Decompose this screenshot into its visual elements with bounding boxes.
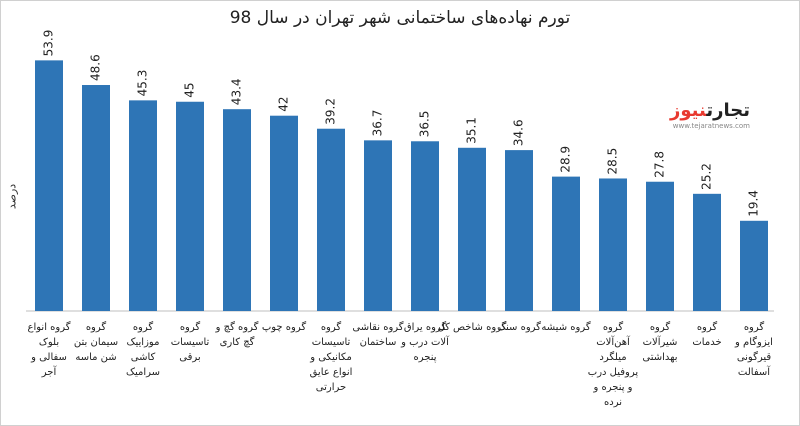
category-label: گروه تاسیسات مکانیکی و انواع عایق حرارتی	[309, 321, 352, 393]
category-label: گروه سیمان بتن شن ماسه	[74, 321, 118, 363]
category-label: گروه شیشه	[541, 321, 590, 333]
bar	[505, 150, 533, 311]
category-label: گروه سنگ	[497, 321, 541, 333]
brand-logo: تجارتنیوز www.tejaratnews.com	[650, 100, 750, 130]
category-label: گروه شاخص کل	[438, 321, 507, 333]
bar	[599, 178, 627, 311]
data-label: 34.6	[512, 119, 526, 146]
bar	[317, 128, 345, 311]
data-label: 35.1	[465, 117, 479, 144]
chart-title: تورم نهاده‌های ساختمانی شهر تهران در سال…	[229, 8, 571, 28]
data-label: 27.8	[653, 151, 667, 178]
category-label: گروه چوپ	[262, 321, 307, 333]
bar	[35, 60, 63, 311]
data-label: 19.4	[747, 190, 761, 217]
bar	[223, 109, 251, 311]
bar	[458, 147, 486, 311]
category-label: گروه تاسیسات برقی	[171, 321, 210, 363]
category-label: گروه گچ و گچ کاری	[215, 321, 259, 348]
category-label: گروه موزاییک کاشی سرامیک	[126, 321, 160, 378]
data-label: 45	[183, 82, 197, 97]
bar	[270, 115, 298, 311]
bar	[129, 100, 157, 311]
category-label: گروه ایزوگام و قیرگونی آسفالت	[734, 321, 773, 378]
data-label: 28.9	[559, 146, 573, 173]
bar	[646, 181, 674, 311]
logo-text: تجارتنیوز	[650, 100, 750, 121]
bar	[740, 220, 768, 311]
bar	[176, 101, 204, 311]
bar	[552, 176, 580, 311]
bar	[82, 85, 110, 311]
bar	[411, 141, 439, 311]
category-label: گروه نقاشی ساختمان	[352, 321, 403, 348]
data-label: 36.5	[418, 111, 432, 138]
data-label: 36.7	[371, 110, 385, 137]
data-label: 48.6	[89, 54, 103, 81]
category-label: گروه شیرآلات بهداشتی	[642, 321, 677, 363]
data-label: 45.3	[136, 70, 150, 97]
data-label: 53.9	[42, 30, 56, 57]
bar	[693, 193, 721, 311]
data-label: 43.4	[230, 78, 244, 105]
bar	[364, 140, 392, 311]
category-label: گروه خدمات	[692, 321, 721, 348]
logo-text-accent: نیوز	[670, 100, 707, 121]
data-label: 25.2	[700, 163, 714, 190]
category-label: گروه یراق آلات درب و پنجره	[400, 321, 450, 363]
category-label: گروه انواع بلوک سفالی و آجر	[28, 321, 71, 378]
data-label: 42	[277, 96, 291, 111]
data-label: 28.5	[606, 148, 620, 175]
data-label: 39.2	[324, 98, 338, 125]
logo-url: www.tejaratnews.com	[672, 122, 750, 130]
category-label: گروه آهن‌آلات میلگرد پروفیل درب و پنجره و نرد…	[588, 321, 639, 408]
logo-text-dark: تجارت	[706, 100, 750, 121]
